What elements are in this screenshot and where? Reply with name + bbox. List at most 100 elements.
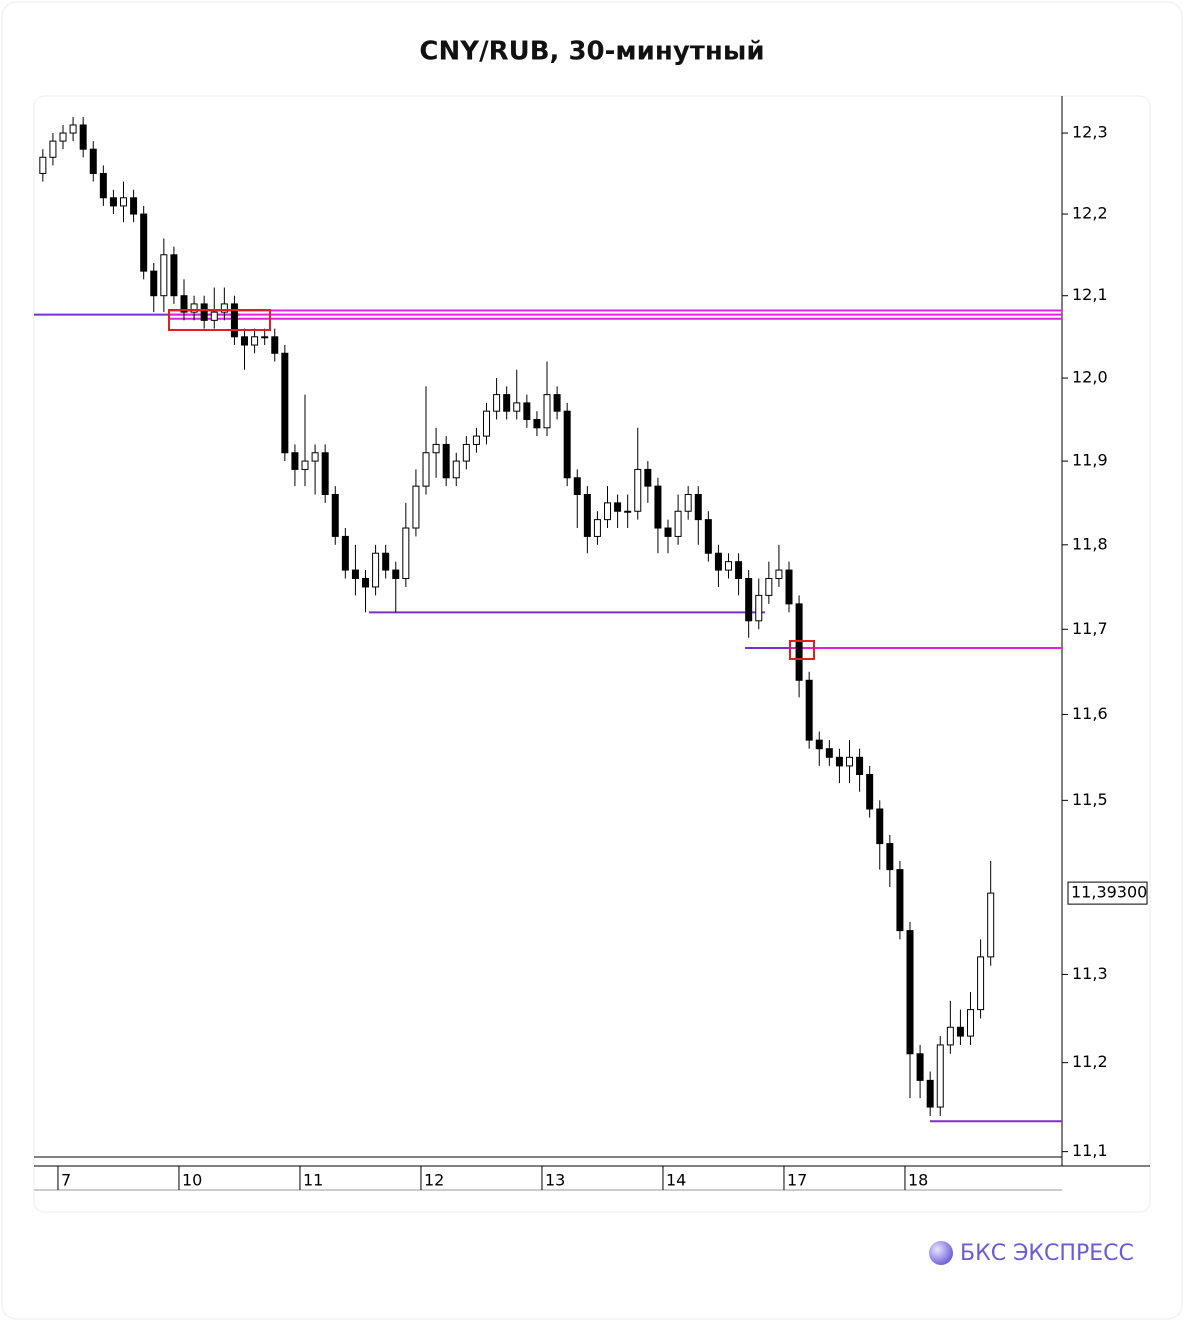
candle-body — [150, 270, 158, 297]
candle-body — [180, 295, 188, 313]
candle-body — [916, 1053, 924, 1081]
candle-body — [624, 510, 632, 513]
candle-body — [261, 336, 269, 339]
candle-body — [79, 124, 87, 150]
candle-body — [382, 552, 390, 571]
candle-body — [190, 303, 198, 313]
x-tick-label: 11 — [303, 1171, 323, 1190]
candle-body — [785, 569, 793, 605]
candle-body — [896, 869, 904, 932]
last-price-label: 11,39300 — [1071, 883, 1147, 902]
candle-body — [160, 254, 168, 297]
candle-body — [614, 502, 622, 512]
y-tick-label: 11,3 — [1072, 964, 1108, 983]
candle-body — [543, 394, 551, 429]
candle-body — [735, 561, 743, 580]
candle-body — [533, 418, 541, 429]
candle-body — [634, 468, 642, 512]
candle-body — [835, 756, 843, 767]
candle-body — [372, 552, 380, 588]
candle-body — [956, 1026, 964, 1037]
last-price-box — [1067, 881, 1148, 905]
y-tick-label: 12,3 — [1072, 123, 1108, 142]
candle-body — [251, 336, 259, 346]
candle-body — [805, 679, 813, 741]
highlight-box — [789, 640, 815, 660]
y-tick-label: 11,8 — [1072, 534, 1108, 553]
candle-body — [825, 748, 833, 758]
candle-body — [241, 336, 249, 346]
candle-body — [281, 352, 289, 454]
candle-body — [331, 493, 339, 537]
candle-body — [503, 394, 511, 412]
y-tick-label: 12,2 — [1072, 204, 1108, 223]
highlight-box — [168, 309, 271, 331]
candle-body — [210, 311, 218, 321]
candle-body — [876, 808, 884, 845]
candle-body — [523, 402, 531, 420]
y-tick-label: 12,1 — [1072, 285, 1108, 304]
candle-body — [362, 578, 370, 588]
candle-body — [967, 1009, 975, 1037]
candle-body — [977, 956, 985, 1011]
candle-body — [926, 1079, 934, 1108]
x-tick-label: 7 — [61, 1171, 71, 1190]
candle-body — [99, 172, 107, 199]
candle-body — [563, 410, 571, 479]
candle-body — [573, 477, 581, 495]
candle-body — [452, 460, 460, 479]
y-tick-label: 11,9 — [1072, 451, 1108, 470]
candle-body — [674, 510, 682, 537]
candle-body — [220, 303, 228, 313]
x-tick-label: 12 — [424, 1171, 444, 1190]
candle-body — [906, 930, 914, 1055]
candle-body — [230, 303, 238, 338]
candle-body — [856, 756, 864, 776]
chart-title: CNY/RUB, 30-минутный — [419, 37, 764, 67]
candle-body — [725, 561, 733, 571]
candle-body — [412, 485, 420, 529]
y-tick-label: 11,6 — [1072, 704, 1108, 723]
candle-body — [170, 254, 178, 297]
plot-card — [33, 95, 1151, 1213]
candle-body — [936, 1044, 944, 1108]
candle-body — [946, 1026, 954, 1046]
candle-body — [684, 493, 692, 512]
candle-body — [846, 756, 854, 767]
candle-body — [392, 569, 400, 580]
y-tick-label: 11,1 — [1072, 1141, 1108, 1160]
candle-body — [301, 460, 309, 470]
candle-body — [513, 402, 521, 412]
candle-body — [493, 394, 501, 412]
candle-body — [432, 443, 440, 454]
candle-body — [815, 739, 823, 750]
candle-body — [987, 892, 995, 958]
candle-body — [311, 452, 319, 462]
candle-body — [442, 443, 450, 479]
candle-body — [714, 552, 722, 571]
candle-body — [593, 519, 601, 537]
candle-body — [745, 578, 753, 622]
x-tick-label: 18 — [908, 1171, 928, 1190]
candle-body — [120, 197, 128, 207]
candle-body — [694, 493, 702, 521]
candle-body — [765, 578, 773, 596]
candle-body — [39, 156, 47, 174]
candle-body — [604, 502, 612, 521]
candle-body — [140, 213, 148, 272]
candle-body — [704, 519, 712, 554]
x-tick-label: 14 — [666, 1171, 686, 1190]
candle-body — [483, 410, 491, 437]
y-tick-label: 11,2 — [1072, 1052, 1108, 1071]
candle-body — [755, 594, 763, 622]
y-tick-label: 12,0 — [1072, 368, 1108, 387]
y-tick-label: 11,7 — [1072, 619, 1108, 638]
candle-body — [321, 452, 329, 495]
candle-body — [271, 336, 279, 354]
candle-body — [886, 843, 894, 871]
candle-body — [422, 452, 430, 487]
candle-body — [341, 535, 349, 571]
candle-body — [583, 493, 591, 537]
candle-body — [654, 485, 662, 529]
